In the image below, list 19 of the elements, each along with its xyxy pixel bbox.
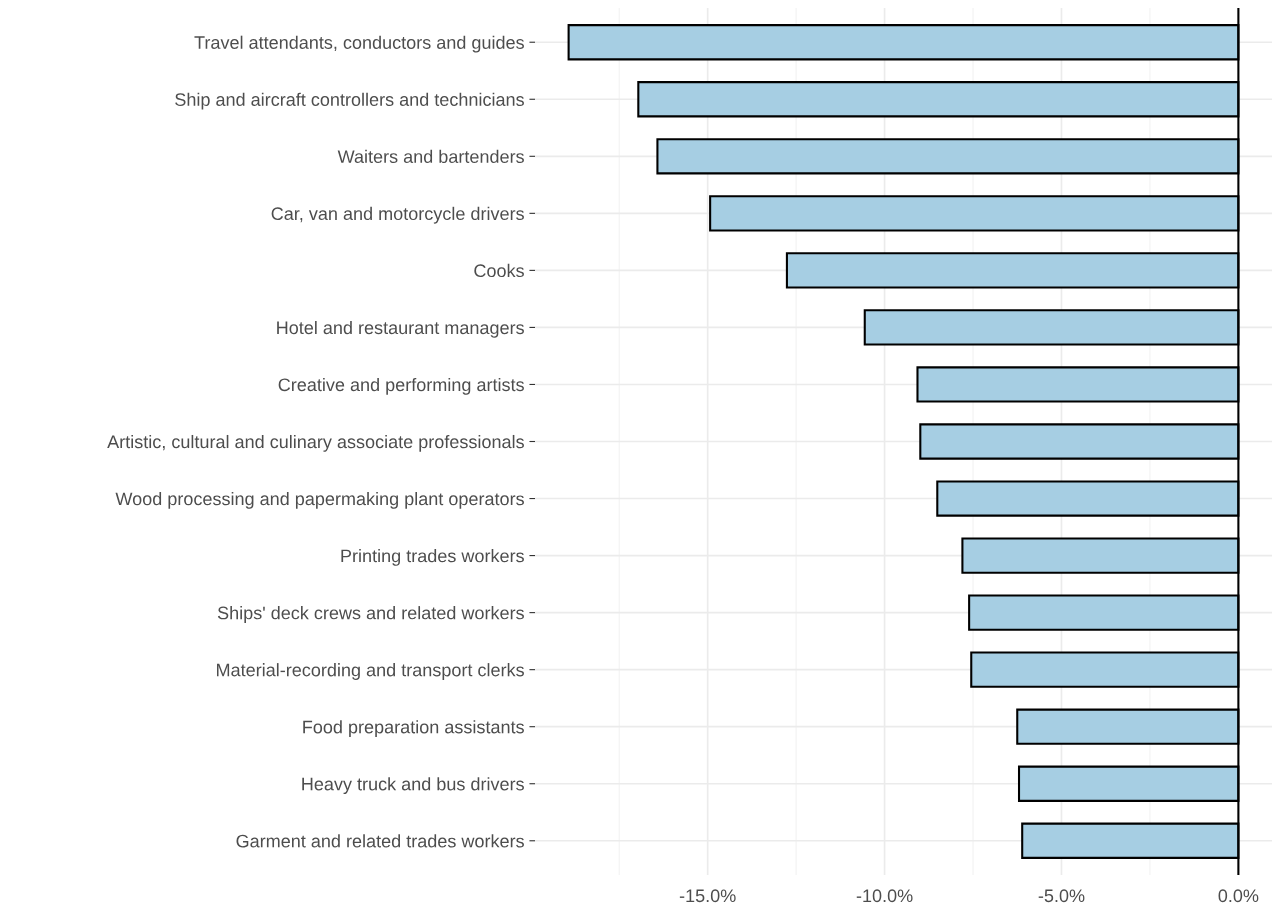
y-tick-label: Ship and aircraft controllers and technicians: [175, 92, 524, 110]
y-tick-label: Cooks: [474, 263, 524, 278]
y-tick-label: Heavy truck and bus drivers: [302, 777, 524, 795]
y-tick-label: Wood processing and papermaking plant operators: [115, 492, 524, 509]
x-tick-label: 0.0%: [1218, 889, 1259, 903]
y-tick-label: Car, van and motorcycle drivers: [271, 206, 524, 224]
y-tick-label: Travel attendants, conductors and guides: [194, 35, 524, 53]
y-tick-label: Creative and performing artists: [278, 377, 524, 395]
y-tick-label: Printing trades workers: [341, 549, 524, 566]
y-tick-label: Ships' deck crews and related workers: [217, 606, 524, 623]
y-tick-label: Artistic, cultural and culinary associate professionals: [107, 434, 524, 452]
y-tick-label: Waiters and bartenders: [337, 149, 524, 164]
y-tick-label: Material-recording and transport clerks: [217, 663, 524, 680]
x-tick-label: -15.0%: [679, 889, 736, 903]
y-tick-label: Hotel and restaurant managers: [277, 320, 524, 338]
y-tick-label: Garment and related trades workers: [236, 834, 524, 848]
x-tick-label: -5.0%: [1038, 889, 1085, 903]
x-tick-label: -10.0%: [856, 889, 913, 903]
y-tick-label: Food preparation assistants: [303, 720, 524, 737]
